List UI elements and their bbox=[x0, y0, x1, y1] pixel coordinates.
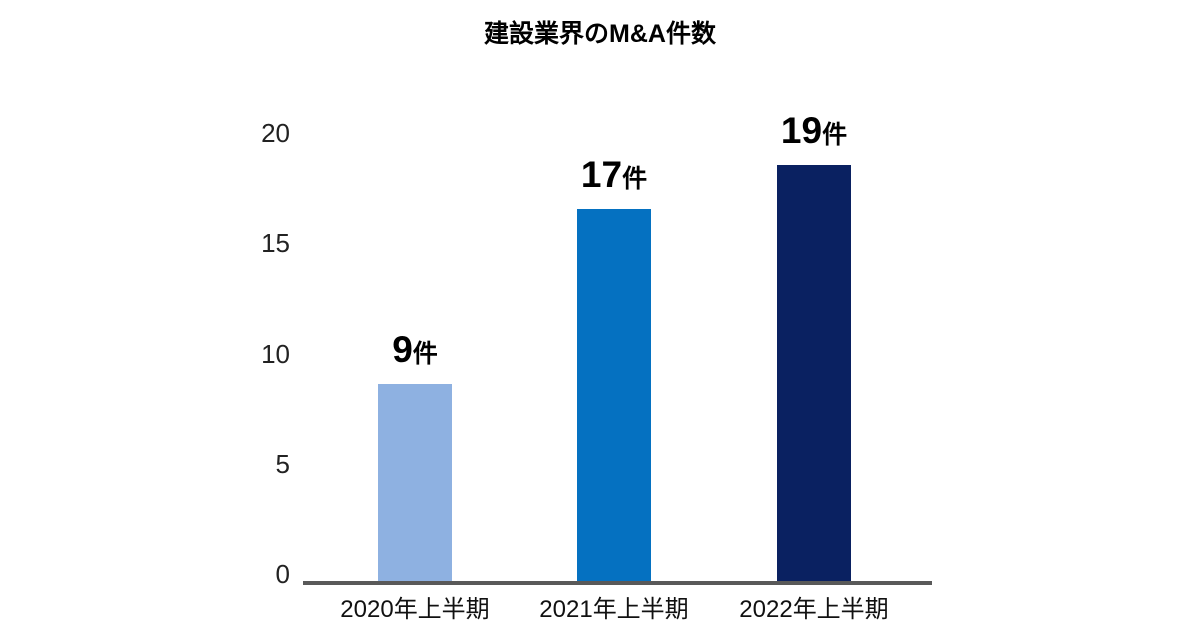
x-axis-line bbox=[303, 581, 932, 585]
bar bbox=[378, 383, 452, 581]
bar-value-unit: 件 bbox=[622, 164, 648, 193]
bar bbox=[577, 208, 651, 581]
bar-value-label: 19件 bbox=[714, 110, 914, 152]
bar-value-unit: 件 bbox=[822, 120, 848, 149]
x-category-label: 2021年上半期 bbox=[539, 596, 689, 623]
bar bbox=[777, 164, 851, 581]
x-category-label: 2020年上半期 bbox=[340, 596, 490, 623]
y-tick-label: 10 bbox=[261, 338, 290, 369]
x-category-label: 2022年上半期 bbox=[739, 596, 889, 623]
y-tick-label: 5 bbox=[275, 448, 290, 479]
y-tick-label: 20 bbox=[261, 118, 290, 148]
bar-value-unit: 件 bbox=[412, 339, 438, 368]
bar-value-number: 9 bbox=[392, 328, 413, 370]
chart-title: 建設業界のM&A件数 bbox=[484, 20, 716, 48]
bar-value-label: 9件 bbox=[315, 329, 515, 371]
bar-value-number: 19 bbox=[780, 109, 823, 151]
bar-value-number: 17 bbox=[580, 153, 623, 195]
y-tick-label: 0 bbox=[275, 559, 290, 589]
bar-value-label: 17件 bbox=[514, 154, 714, 196]
y-tick-label: 15 bbox=[261, 228, 290, 259]
